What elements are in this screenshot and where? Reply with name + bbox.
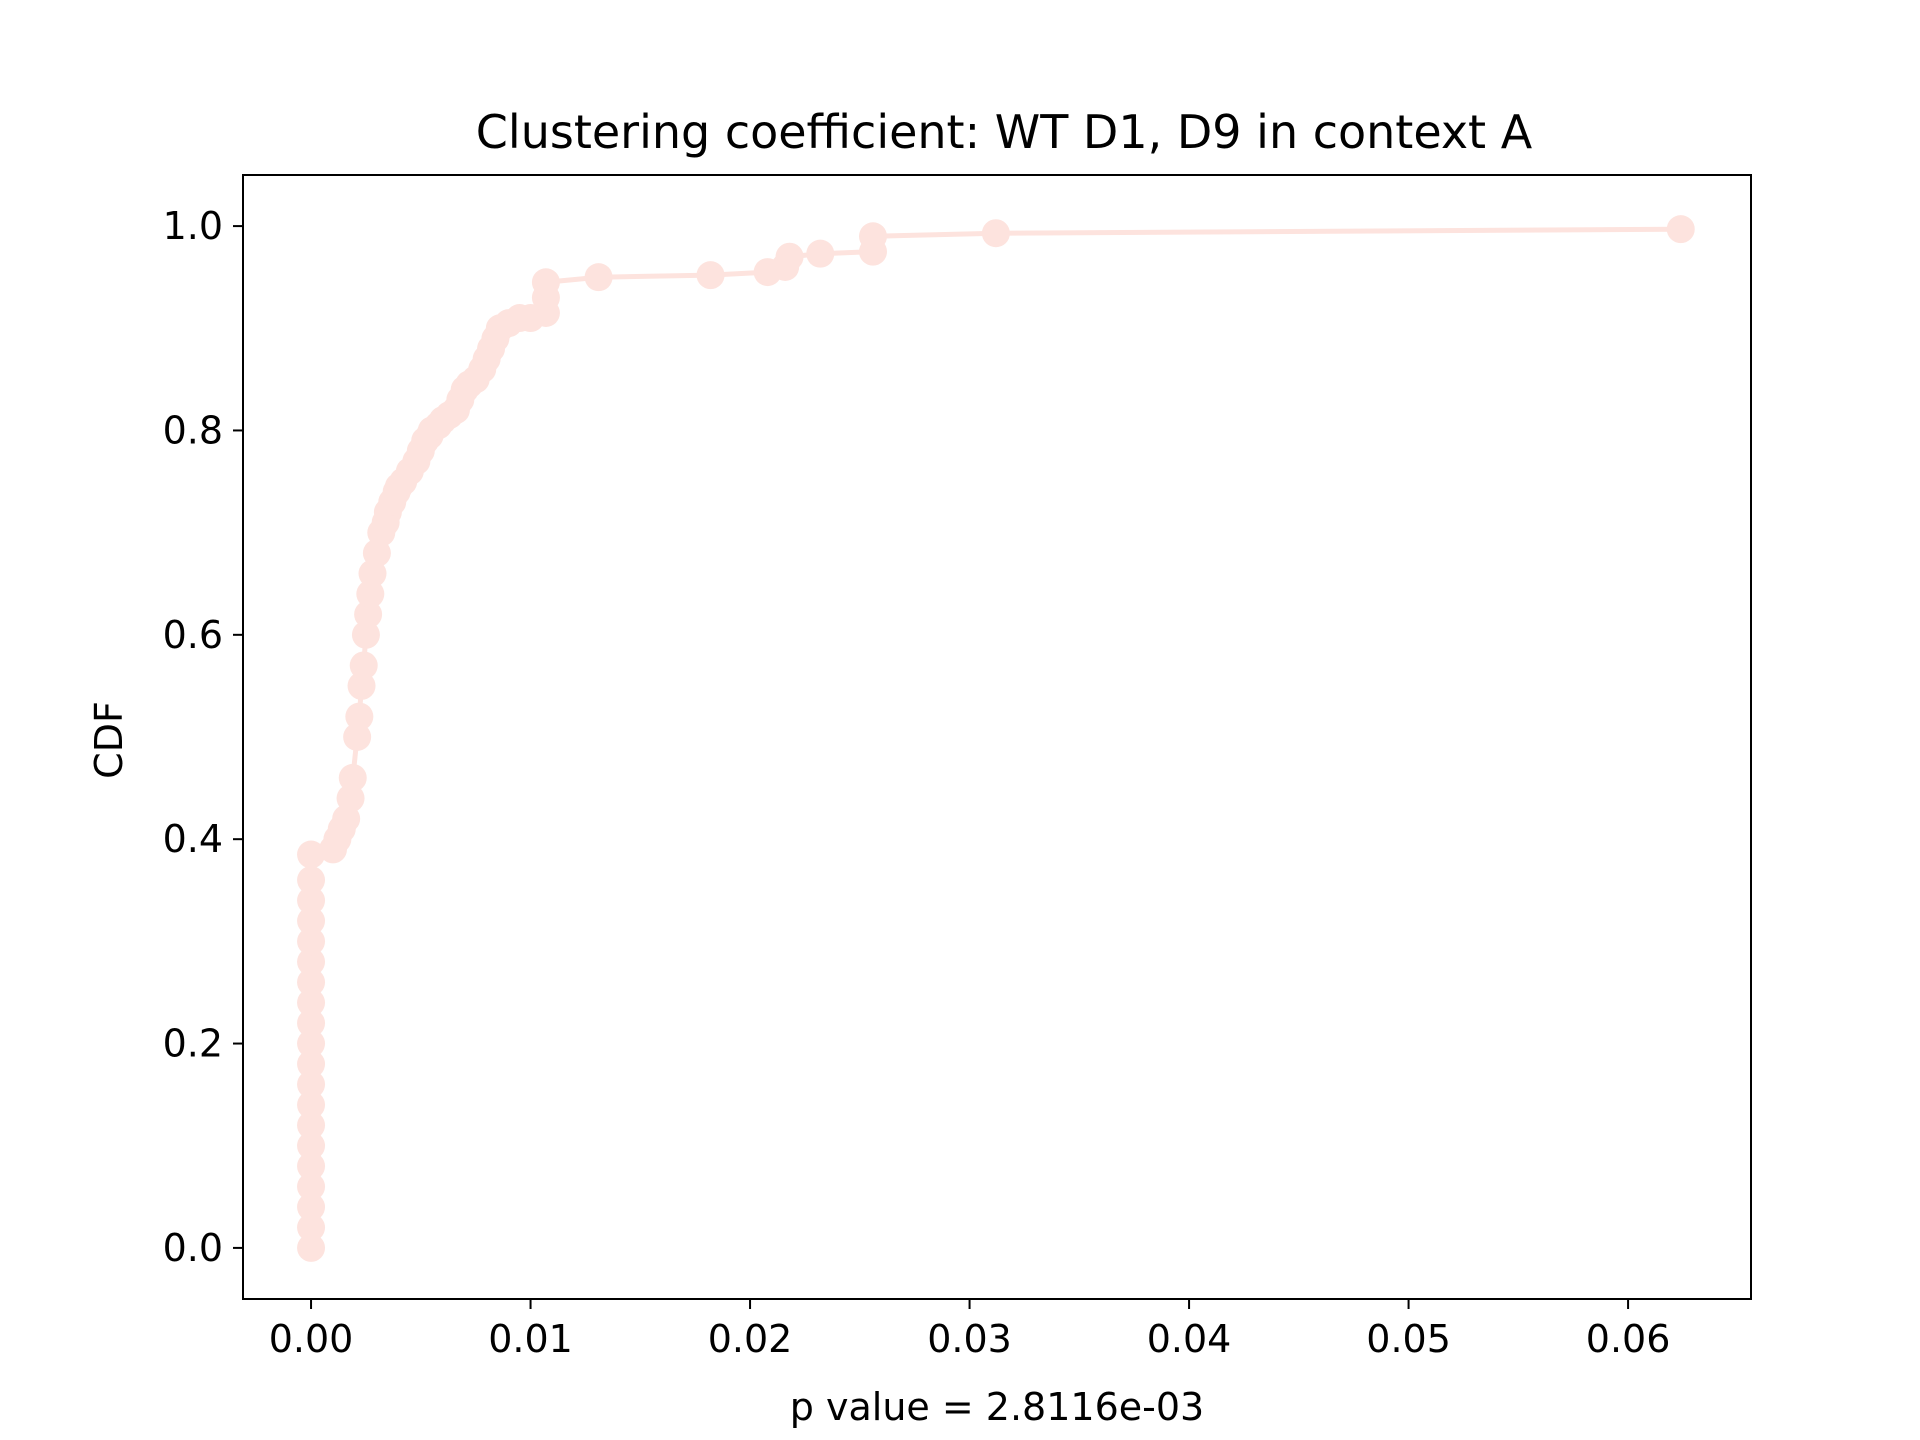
y-tick-label: 0.6	[163, 613, 223, 657]
cdf-point	[297, 1049, 326, 1078]
x-tick-label: 0.04	[1147, 1317, 1232, 1361]
cdf-point	[297, 947, 326, 976]
cdf-point	[338, 763, 367, 792]
cdf-point	[1666, 215, 1695, 244]
cdf-point	[696, 261, 725, 290]
cdf-point	[297, 1029, 326, 1058]
y-axis-label: CDF	[87, 701, 131, 779]
cdf-point	[297, 1131, 326, 1160]
cdf-point	[297, 1172, 326, 1201]
x-tick-label: 0.03	[927, 1317, 1012, 1361]
cdf-point	[356, 579, 385, 608]
x-tick-label: 0.02	[708, 1317, 793, 1361]
axes-frame	[242, 174, 1752, 1300]
cdf-point	[351, 620, 380, 649]
plot-area	[297, 215, 1695, 1262]
cdf-point	[806, 239, 835, 268]
cdf-point	[297, 1090, 326, 1119]
cdf-point	[297, 886, 326, 915]
x-tick-label: 0.06	[1586, 1317, 1671, 1361]
x-axis: 0.00 0.01 0.02 0.03 0.04 0.05 0.06	[269, 1299, 1671, 1361]
x-tick-label: 0.01	[488, 1317, 573, 1361]
cdf-point	[336, 784, 365, 813]
y-tick-label: 0.0	[163, 1226, 223, 1270]
cdf-point	[297, 968, 326, 997]
cdf-point	[354, 600, 383, 629]
cdf-point	[531, 268, 560, 297]
cdf-point	[297, 1193, 326, 1222]
cdf-point	[858, 222, 887, 251]
x-axis-label: p value = 2.8116e-03	[790, 1385, 1204, 1429]
cdf-point	[347, 671, 376, 700]
y-axis: 0.0 0.2 0.4 0.6 0.8 1.0	[163, 204, 243, 1270]
cdf-point	[775, 242, 804, 271]
cdf-point	[297, 1233, 326, 1262]
cdf-point	[297, 988, 326, 1017]
cdf-point	[297, 1213, 326, 1242]
y-tick-label: 0.2	[163, 1022, 223, 1066]
cdf-point	[349, 651, 378, 680]
x-tick-label: 0.05	[1366, 1317, 1451, 1361]
cdf-point	[297, 1070, 326, 1099]
cdf-point	[584, 263, 613, 292]
cdf-point	[297, 927, 326, 956]
y-tick-label: 0.8	[163, 408, 223, 452]
cdf-point	[981, 219, 1010, 248]
cdf-point	[297, 906, 326, 935]
cdf-point	[297, 866, 326, 895]
cdf-point	[297, 1152, 326, 1181]
y-tick-label: 0.4	[163, 817, 223, 861]
cdf-point	[345, 702, 374, 731]
cdf-point	[297, 1009, 326, 1038]
cdf-point	[297, 840, 326, 869]
cdf-point	[343, 723, 372, 751]
cdf-point	[297, 1111, 326, 1140]
y-tick-label: 1.0	[163, 204, 223, 248]
chart-title: Clustering coefficient: WT D1, D9 in con…	[476, 105, 1533, 159]
x-tick-label: 0.00	[269, 1317, 354, 1361]
